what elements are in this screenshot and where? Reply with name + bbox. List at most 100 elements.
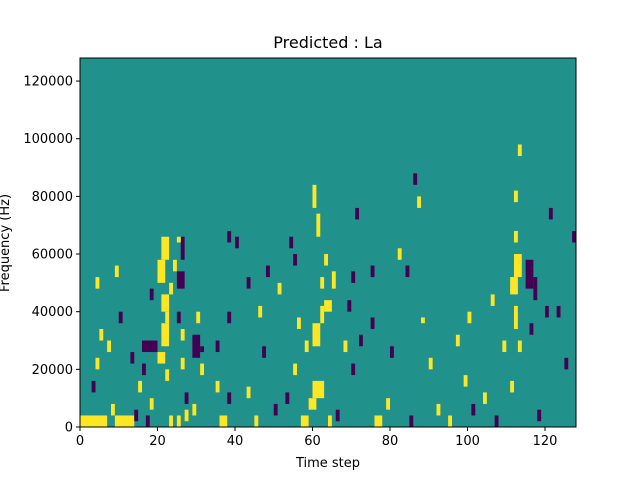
heatmap-cell [374,415,383,427]
heatmap-cell [149,288,154,301]
heatmap-cell [285,392,290,404]
heatmap-cell [165,311,170,324]
heatmap-cell [514,190,518,203]
heatmap-cell [351,363,356,376]
heatmap-cell [149,398,154,410]
plot-frame [79,57,577,428]
heatmap-cell [335,409,340,422]
heatmap-cell [130,352,135,364]
heatmap-cell [95,357,100,370]
heatmap-cell [114,265,119,278]
heatmap-cell [514,305,518,329]
heatmap-cell [564,357,569,370]
heatmap-cell [529,323,534,335]
heatmap-cell [455,334,460,347]
heatmap-cell [483,392,487,404]
heatmap-cell [463,375,468,387]
heatmap-cell [409,415,414,427]
heatmap-cell [320,277,325,289]
heatmap-cell [219,415,228,427]
heatmap-cell [235,236,239,249]
heatmap-cell [200,346,205,353]
heatmap-cell [138,380,143,393]
heatmap-cell [548,207,553,220]
heatmap-cell [390,346,394,358]
heatmap-cell [118,311,123,324]
heatmap-cell [192,403,197,416]
heatmap-cell [145,415,150,427]
heatmap-cell [448,415,453,427]
heatmap-cell [386,398,391,410]
heatmap-cell [165,369,170,381]
heatmap-cell [370,317,375,329]
heatmap-cell [297,317,301,329]
heatmap-cell [320,305,325,324]
heatmap-cell [246,386,251,399]
heatmap-cell [246,277,251,289]
heatmap-cell [176,236,181,243]
heatmap-cell [258,305,263,318]
heatmap-cell [200,363,205,376]
heatmap-cell [359,334,363,347]
heatmap-cell [277,282,282,295]
heatmap-cell [157,259,166,283]
heatmap-cell [397,248,402,260]
heatmap-cell [510,380,515,393]
heatmap-cell [405,265,410,278]
heatmap-cell [176,311,181,324]
heatmap-cell [545,305,549,318]
heatmap-cell [273,403,278,416]
heatmap-cell [312,184,317,208]
y-axis: 0 20000 40000 60000 80000 100000 120000 [23,75,80,436]
x-tick-label: 100 [455,434,480,449]
heatmap-cell [262,346,267,358]
heatmap-cell [142,340,158,353]
heatmap-cell [157,352,166,364]
heatmap-cell [490,294,495,306]
heatmap-cell [304,340,309,353]
plot-area [79,57,577,428]
x-axis-label: Time step [295,456,360,471]
heatmap-cell [293,254,298,266]
x-axis: 0 20 40 60 80 100 120 [76,427,558,449]
heatmap-cell [351,271,356,283]
heatmap-cell [517,144,522,157]
heatmap-cell [502,340,507,353]
heatmap-cell [436,403,441,416]
heatmap-cell [169,415,174,427]
heatmap-cell [227,230,232,243]
x-tick-label: 20 [149,434,166,449]
y-tick-label: 60000 [32,248,73,263]
x-tick-label: 120 [533,434,558,449]
x-tick-label: 80 [382,434,399,449]
heatmap-cell [308,398,317,410]
x-tick-label: 40 [227,434,244,449]
y-axis-label: Frequency (Hz) [0,194,13,292]
heatmap-cell [215,340,220,353]
heatmap-cell [227,392,232,404]
heatmap-cell [324,254,329,266]
heatmap-cell [556,305,561,318]
heatmap-cell [99,328,104,341]
heatmap-cell [114,415,135,427]
heatmap-cell [331,271,336,289]
heatmap-cell [180,236,185,260]
heatmap-cell [173,259,177,272]
heatmap-cell [428,357,433,370]
heatmap-cell [514,230,518,243]
heatmap-cell [324,300,332,312]
heatmap-cell [413,173,418,185]
chart-title: Predicted : La [273,33,382,52]
heatmap-cell [525,259,534,289]
heatmap-cell [517,340,522,353]
y-tick-label: 100000 [23,132,73,147]
heatmap-cell [107,340,112,353]
heatmap-cell [227,311,232,324]
heatmap-cell [370,265,375,278]
y-tick-label: 20000 [32,363,73,378]
heatmap-cell [196,311,201,324]
y-tick-label: 80000 [32,190,73,205]
heatmap-cell [537,409,542,422]
heatmap-cell [91,380,96,393]
heatmap-cell [293,363,298,376]
